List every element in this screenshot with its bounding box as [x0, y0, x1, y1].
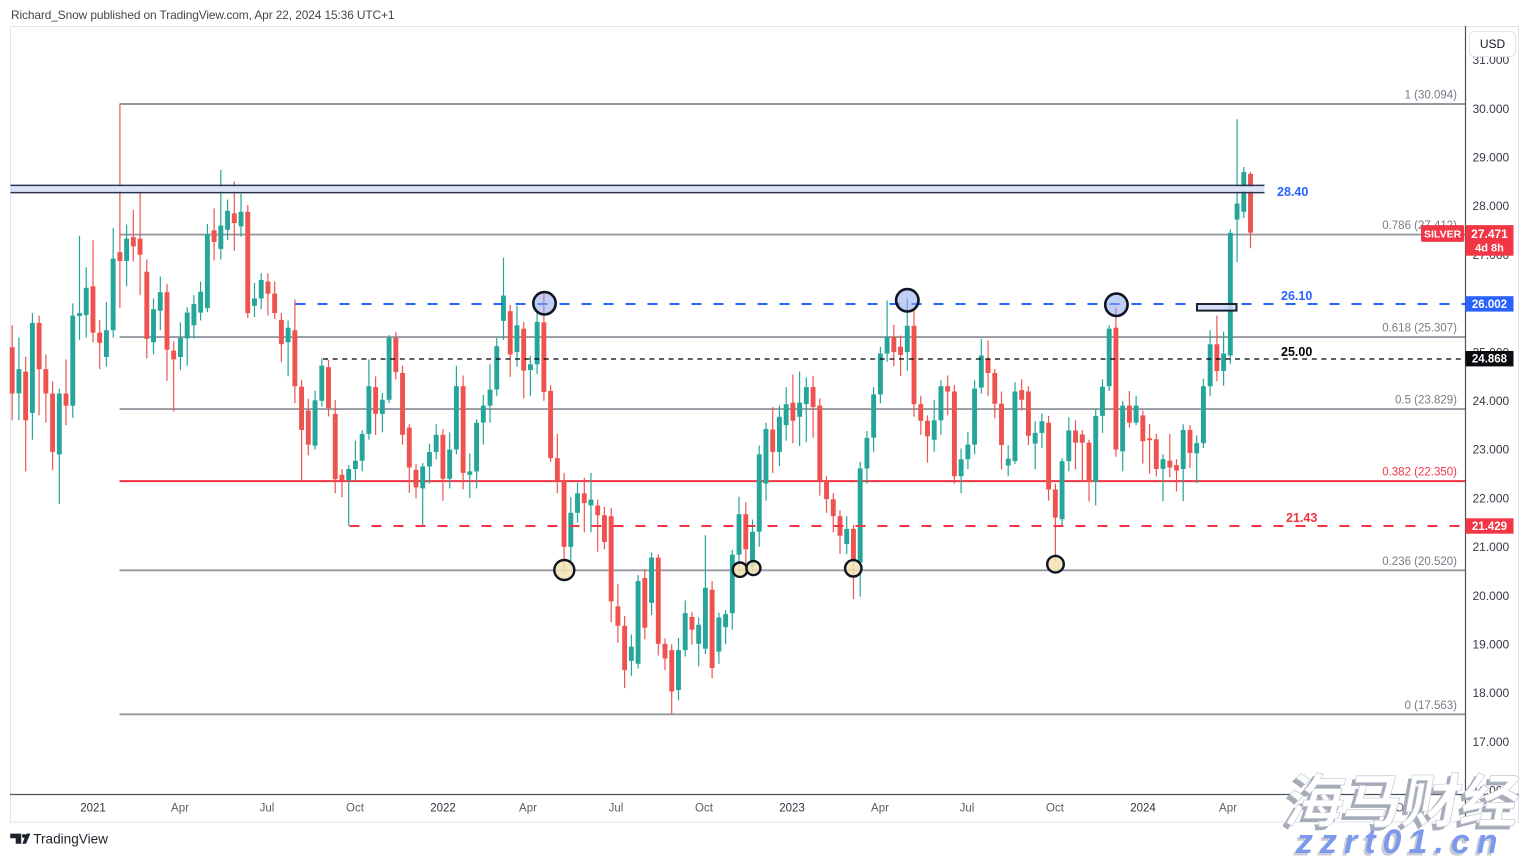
svg-text:Oct: Oct — [346, 803, 365, 815]
svg-text:zzrt01.cn: zzrt01.cn — [1293, 826, 1503, 858]
svg-text:Apr: Apr — [519, 803, 537, 815]
svg-text:Apr: Apr — [171, 803, 189, 815]
svg-text:zzrt01.cn: zzrt01.cn — [1295, 823, 1505, 857]
svg-text:24.000: 24.000 — [1473, 394, 1510, 408]
svg-text:19.000: 19.000 — [1473, 638, 1510, 652]
svg-text:20.000: 20.000 — [1473, 589, 1510, 603]
svg-text:2023: 2023 — [779, 803, 805, 815]
svg-text:Jul: Jul — [609, 803, 624, 815]
svg-text:0 (17.563): 0 (17.563) — [1405, 700, 1458, 712]
svg-text:21.43: 21.43 — [1286, 511, 1317, 525]
svg-text:17.000: 17.000 — [1473, 735, 1510, 749]
svg-text:SILVER: SILVER — [1424, 229, 1462, 241]
svg-text:0.236 (20.520): 0.236 (20.520) — [1382, 556, 1457, 568]
svg-text:0.382 (22.350): 0.382 (22.350) — [1382, 467, 1457, 479]
svg-text:28.000: 28.000 — [1473, 199, 1510, 213]
svg-text:28.40: 28.40 — [1277, 185, 1308, 199]
svg-text:22.000: 22.000 — [1473, 491, 1510, 505]
svg-text:26.10: 26.10 — [1281, 289, 1312, 303]
svg-text:23.000: 23.000 — [1473, 443, 1510, 457]
svg-text:Richard_Snow published on Trad: Richard_Snow published on TradingView.co… — [11, 8, 395, 22]
svg-text:1 (30.094): 1 (30.094) — [1405, 90, 1458, 102]
svg-text:21.429: 21.429 — [1472, 521, 1507, 533]
svg-text:2021: 2021 — [80, 803, 106, 815]
svg-text:Oct: Oct — [695, 803, 714, 815]
svg-text:0.5 (23.829): 0.5 (23.829) — [1395, 395, 1457, 407]
svg-text:27.471: 27.471 — [1471, 227, 1508, 241]
svg-text:Apr: Apr — [1219, 803, 1237, 815]
svg-text:30.000: 30.000 — [1473, 102, 1510, 116]
svg-text:29.000: 29.000 — [1473, 151, 1510, 165]
svg-text:2022: 2022 — [430, 803, 456, 815]
svg-text:24.868: 24.868 — [1472, 354, 1508, 366]
svg-text:TradingView: TradingView — [33, 831, 108, 846]
svg-text:2024: 2024 — [1130, 803, 1156, 815]
svg-text:Apr: Apr — [871, 803, 889, 815]
svg-text:21.000: 21.000 — [1473, 540, 1510, 554]
svg-text:26.002: 26.002 — [1472, 299, 1507, 311]
svg-text:Oct: Oct — [1046, 803, 1065, 815]
svg-text:0.618 (25.307): 0.618 (25.307) — [1382, 323, 1457, 335]
svg-text:Jul: Jul — [960, 803, 975, 815]
svg-text:18.000: 18.000 — [1473, 686, 1510, 700]
svg-text:25.00: 25.00 — [1281, 345, 1312, 359]
svg-text:4d 8h: 4d 8h — [1475, 243, 1504, 255]
svg-text:Jul: Jul — [260, 803, 275, 815]
svg-text:USD: USD — [1480, 37, 1506, 51]
